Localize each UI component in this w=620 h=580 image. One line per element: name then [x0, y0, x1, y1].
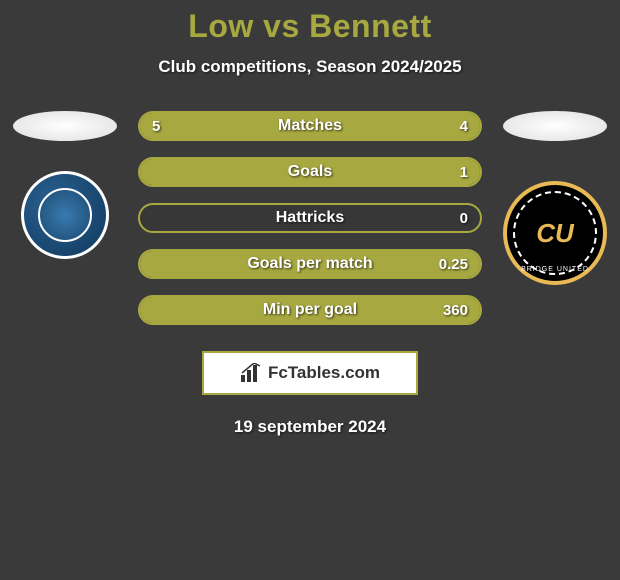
club-badge-right-text: CU — [536, 218, 574, 249]
club-badge-right: CU BRIDGE UNITED — [503, 181, 607, 285]
date-label: 19 september 2024 — [0, 417, 620, 437]
stat-label: Hattricks — [276, 209, 344, 227]
stat-bar: 360 Min per goal — [138, 295, 482, 325]
stat-value-right: 4 — [460, 118, 468, 135]
stat-label: Matches — [278, 117, 342, 135]
brand-text: FcTables.com — [268, 363, 380, 383]
right-player-column: CU BRIDGE UNITED — [500, 111, 610, 285]
stat-value-right: 360 — [443, 302, 468, 319]
stat-bar: 0 Hattricks — [138, 203, 482, 233]
stat-value-right: 0 — [460, 210, 468, 227]
club-badge-right-ring: BRIDGE UNITED — [521, 266, 589, 273]
subtitle: Club competitions, Season 2024/2025 — [0, 57, 620, 77]
stat-bar: 1 Goals — [138, 157, 482, 187]
stat-value-left: 5 — [152, 118, 160, 135]
club-badge-left — [21, 171, 109, 259]
stat-bar: 5 4 Matches — [138, 111, 482, 141]
stat-label: Goals — [288, 163, 332, 181]
brand-box[interactable]: FcTables.com — [202, 351, 418, 395]
player-avatar-placeholder-left — [13, 111, 117, 141]
comparison-widget: Low vs Bennett Club competitions, Season… — [0, 0, 620, 437]
stat-value-right: 1 — [460, 164, 468, 181]
comparison-row: 5 4 Matches 1 Goals 0 Hattricks 0.25 Goals per m… — [0, 111, 620, 325]
stat-label: Goals per match — [247, 255, 372, 273]
stat-value-right: 0.25 — [439, 256, 468, 273]
stat-label: Min per goal — [263, 301, 357, 319]
stats-bars: 5 4 Matches 1 Goals 0 Hattricks 0.25 Goals per m… — [138, 111, 482, 325]
chart-icon — [240, 363, 262, 383]
bar-fill-right — [329, 113, 480, 139]
stat-bar: 0.25 Goals per match — [138, 249, 482, 279]
left-player-column — [10, 111, 120, 259]
page-title: Low vs Bennett — [0, 8, 620, 45]
player-avatar-placeholder-right — [503, 111, 607, 141]
